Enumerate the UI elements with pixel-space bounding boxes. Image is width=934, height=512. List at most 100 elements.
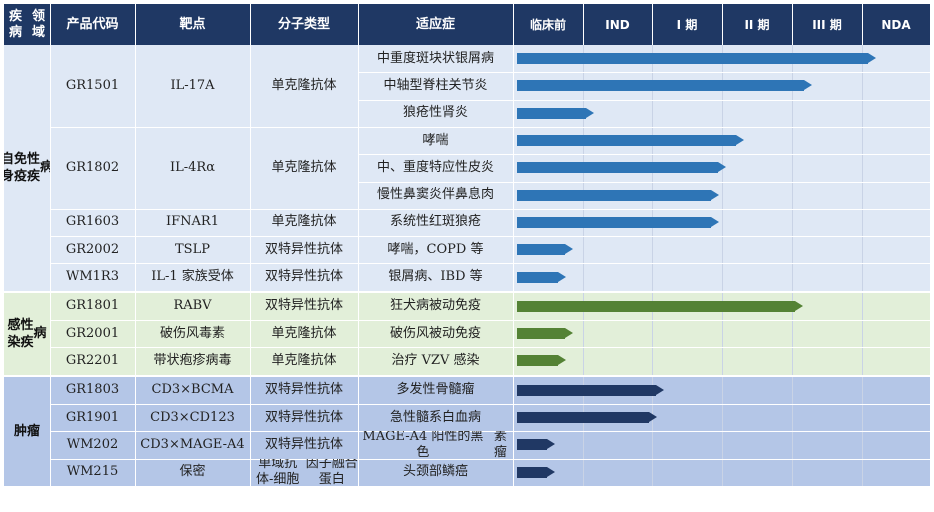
indication: 破伤风被动免疫 [358, 320, 513, 347]
product-code: GR2001 [65, 325, 120, 341]
text-line: 多发性骨髓瘤 [396, 382, 475, 398]
molecule-type: 单域抗体-细胞 因子融合蛋白 [250, 459, 358, 486]
column-divider [513, 45, 514, 291]
product-divider [50, 236, 930, 238]
product-divider [50, 263, 930, 265]
text-line: 单克隆抗体 [271, 325, 337, 341]
indication: 银屑病、IBD 等 [358, 263, 513, 290]
arrow-head [648, 412, 657, 423]
text-line: 系统性红斑狼疮 [389, 214, 481, 230]
indication: 哮喘 [358, 127, 513, 154]
text-line: 单克隆抗体 [271, 77, 337, 93]
header-disease-area: 疾病 领域 [4, 4, 50, 45]
indication: 慢性鼻窦炎伴鼻息肉 [358, 182, 513, 209]
text-line: 头颈部鳞癌 [402, 464, 468, 480]
column-divider [250, 292, 251, 375]
molecule-type: 双特异性抗体 [250, 431, 358, 458]
text-line: 慢性鼻窦炎伴鼻息肉 [376, 187, 494, 203]
indication: 狼疮性肾炎 [358, 100, 513, 127]
product-code: GR1901 [65, 409, 120, 425]
header-molecule-type: 分子类型 [277, 16, 330, 32]
text-line: MAGE-A4 阳性的黑色 [362, 431, 484, 459]
text-line: 感染 [7, 317, 21, 350]
text-line: 疾病 [8, 8, 22, 40]
header-divider [135, 4, 136, 45]
progress-bar [517, 412, 657, 424]
target: RABV [173, 298, 212, 314]
product-divider [50, 126, 930, 128]
column-divider [358, 45, 359, 291]
header-target: 靶点 [179, 16, 206, 32]
arrow-head [564, 328, 573, 339]
text-line: 双特异性抗体 [264, 409, 343, 425]
target: IL-17A [170, 77, 215, 93]
text-line: 狂犬病被动免疫 [389, 298, 481, 314]
indication: 系统性红斑狼疮 [358, 209, 513, 236]
target: IL-1 家族受体 [151, 269, 234, 285]
disease-area-label: 肿瘤 [4, 377, 50, 486]
arrow-head [718, 162, 727, 173]
molecule-type: 单克隆抗体 [250, 45, 358, 127]
row-divider [358, 154, 930, 156]
arrow-head [804, 80, 813, 91]
molecule-type: 单克隆抗体 [250, 127, 358, 209]
progress-bar [517, 244, 573, 256]
header-phase-2: II 期 [744, 17, 770, 32]
text-line: 银屑病、IBD 等 [388, 269, 483, 285]
column-divider [135, 292, 136, 375]
product-divider [50, 431, 930, 433]
indication: 狂犬病被动免疫 [358, 293, 513, 320]
row-divider [358, 181, 930, 183]
text-line: 因子融合蛋白 [305, 458, 358, 486]
arrow-head [795, 300, 804, 311]
target: 破伤风毒素 [159, 325, 225, 341]
product-code: GR1802 [65, 159, 120, 175]
header-product-code: 产品代码 [66, 16, 119, 32]
product-code: GR2201 [65, 352, 120, 368]
indication: 中轴型脊柱关节炎 [358, 72, 513, 99]
text-line: 治疗 VZV 感染 [391, 352, 480, 368]
indication: 急性髓系白血病 [358, 404, 513, 431]
header-divider [358, 4, 359, 45]
indication: 头颈部鳞癌 [358, 459, 513, 486]
product-code: GR2002 [65, 241, 120, 257]
arrow-head [868, 53, 877, 64]
product-code: WM202 [66, 436, 119, 452]
text-line: 单克隆抗体 [271, 352, 337, 368]
target: 带状疱疹病毒 [153, 352, 232, 368]
stage-gridline [862, 45, 863, 291]
header-divider [250, 4, 251, 45]
arrow-head [557, 271, 566, 282]
text-line: 病 [40, 160, 50, 176]
arrow-head [585, 107, 594, 118]
header-divider [513, 4, 514, 45]
disease-area-label: 感染 性疾病 [4, 293, 50, 375]
text-line: 病 [33, 326, 47, 342]
arrow-head [711, 189, 720, 200]
product-code: GR1603 [65, 214, 120, 230]
header-nda: NDA [881, 17, 911, 32]
text-line: 免疫 [13, 151, 27, 184]
column-divider [358, 292, 359, 375]
product-divider [50, 320, 930, 321]
text-line: 肿瘤 [13, 423, 40, 439]
stage-gridline [792, 45, 793, 291]
arrow-head [564, 244, 573, 255]
progress-bar [517, 216, 720, 228]
header-preclinical: 临床前 [529, 17, 566, 32]
progress-bar [517, 271, 566, 283]
text-line: 中、重度特应性皮炎 [376, 159, 494, 175]
header-row [4, 4, 930, 45]
header-divider [722, 4, 723, 45]
column-divider [250, 45, 251, 291]
row-divider [358, 99, 930, 101]
header-phase-1: I 期 [676, 17, 698, 32]
text-line: 单域抗体-细胞 [256, 458, 300, 486]
target: TSLP [175, 241, 210, 257]
target: CD3×MAGE-A4 [140, 436, 245, 452]
column-divider [50, 45, 51, 291]
header-divider [50, 4, 51, 45]
text-line: 哮喘 [422, 132, 449, 148]
indication: 治疗 VZV 感染 [358, 347, 513, 374]
